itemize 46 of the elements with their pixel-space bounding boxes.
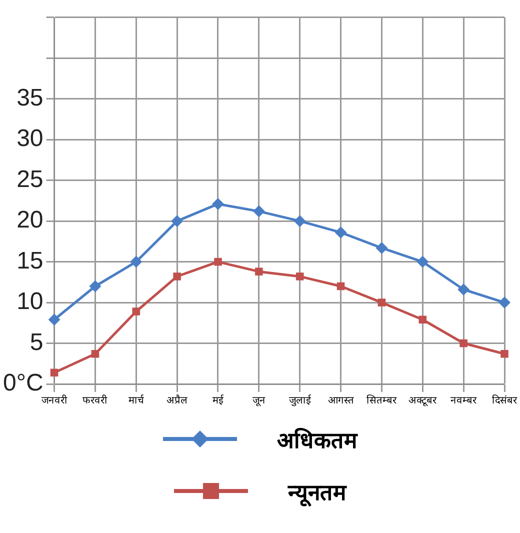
point bbox=[336, 282, 345, 290]
y-tick-label: 5 bbox=[30, 328, 44, 356]
point bbox=[378, 298, 386, 306]
point bbox=[500, 350, 508, 358]
point bbox=[50, 368, 58, 376]
point bbox=[334, 226, 347, 238]
x-tick-label: अक्टूबर bbox=[408, 396, 438, 407]
x-tick-label: दिसंबर bbox=[492, 394, 518, 407]
x-tick-label: जनवरी bbox=[41, 394, 68, 407]
x-tick-label: सितम्बर bbox=[366, 394, 398, 407]
y-tick-label: 10 bbox=[16, 288, 44, 316]
x-tick-label: फरवरी bbox=[82, 394, 108, 407]
x-tick-label: नवम्बर bbox=[450, 396, 478, 407]
legend-label: अधिकतम bbox=[277, 426, 357, 454]
point bbox=[132, 308, 140, 316]
point bbox=[376, 242, 388, 254]
point bbox=[214, 258, 222, 266]
point bbox=[212, 198, 224, 210]
y-tick-label: 30 bbox=[16, 125, 44, 152]
x-tick-label: जून bbox=[252, 396, 266, 407]
point bbox=[255, 268, 263, 276]
point bbox=[418, 316, 427, 324]
legend-label: न्यूनतम bbox=[288, 480, 346, 506]
y-tick-label: 15 bbox=[16, 247, 44, 274]
point bbox=[48, 314, 60, 326]
y-tick-label: 35 bbox=[16, 84, 44, 112]
x-tick-label: मार्च bbox=[128, 394, 145, 407]
point bbox=[252, 205, 265, 218]
point bbox=[171, 215, 184, 228]
point bbox=[89, 280, 102, 292]
x-tick-label: जुलाई bbox=[288, 394, 312, 407]
point bbox=[458, 284, 470, 296]
point bbox=[416, 256, 429, 268]
point bbox=[296, 272, 304, 280]
point bbox=[460, 339, 468, 348]
point bbox=[498, 296, 510, 309]
point bbox=[91, 350, 100, 358]
point bbox=[173, 272, 181, 280]
x-tick-label: अप्रैल bbox=[166, 394, 188, 407]
y-tick-label: 20 bbox=[16, 206, 44, 234]
y-tick-label: 0°C bbox=[2, 370, 44, 397]
point bbox=[130, 256, 142, 268]
y-tick-label: 25 bbox=[16, 166, 44, 193]
x-tick-label: आगस्त bbox=[328, 396, 354, 407]
x-tick-label: मई bbox=[212, 394, 224, 407]
point bbox=[294, 215, 306, 228]
